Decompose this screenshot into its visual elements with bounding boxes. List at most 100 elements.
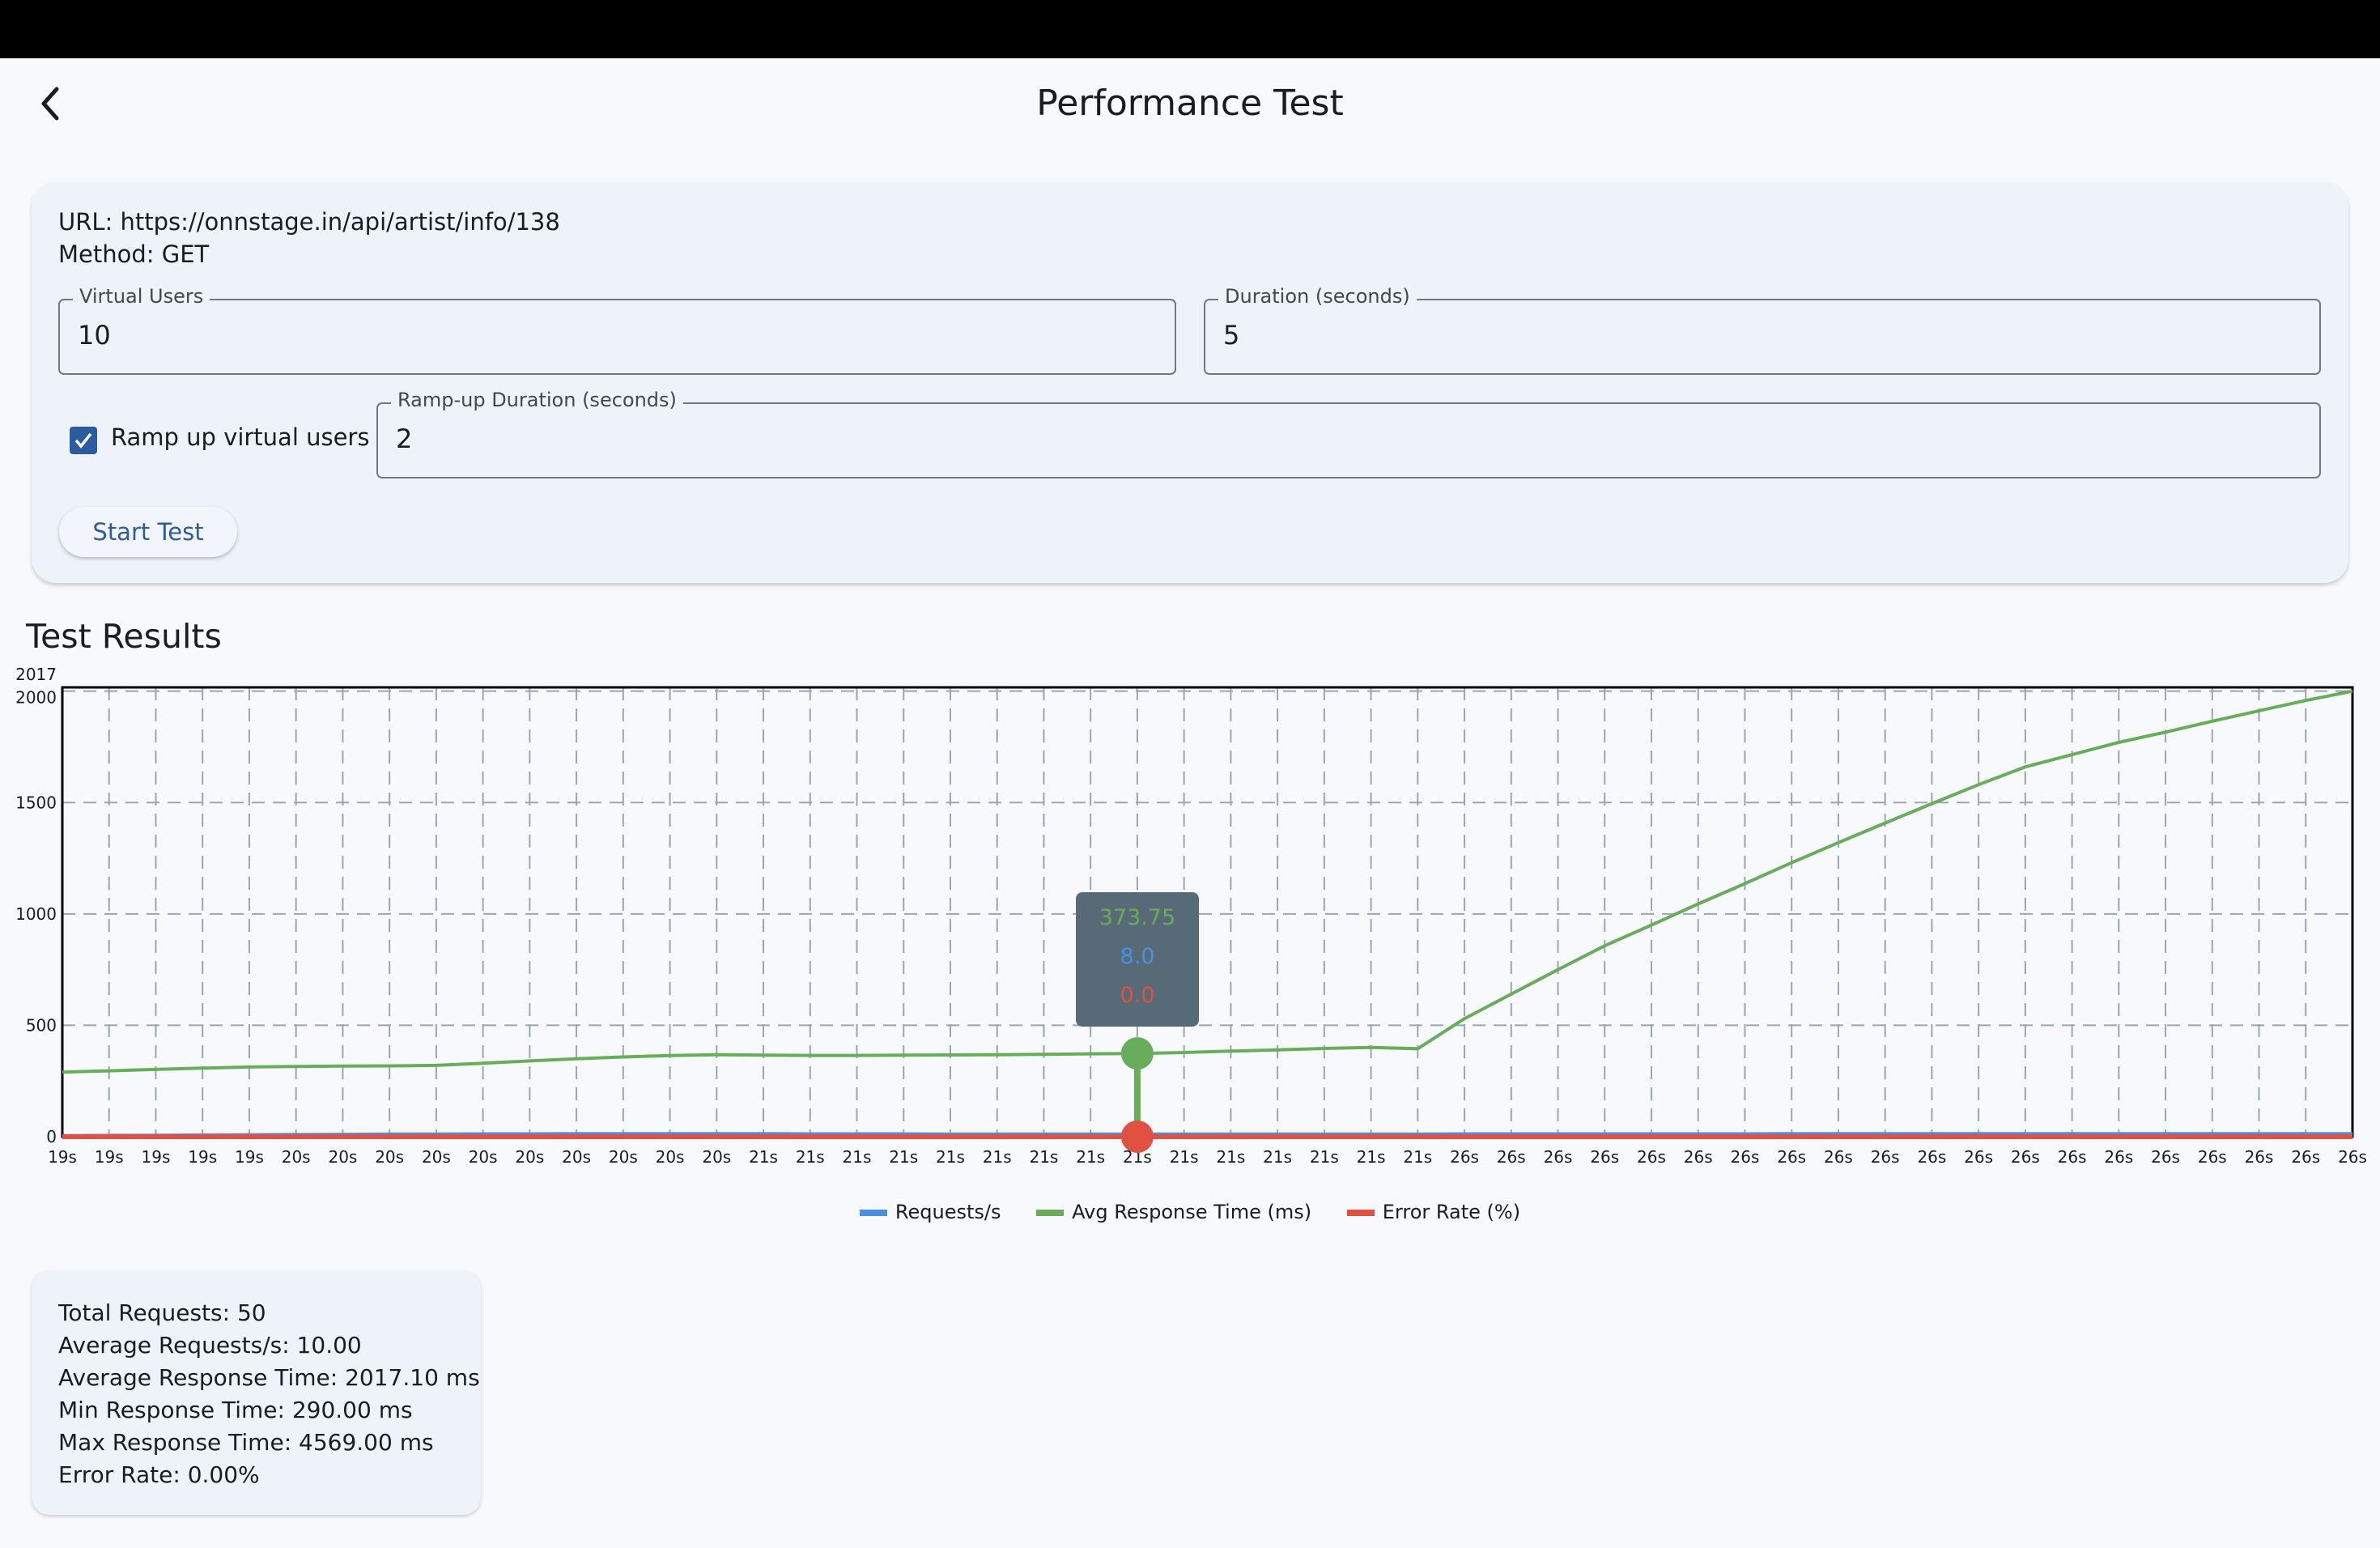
x-tick-label: 26s <box>1637 1147 1666 1167</box>
x-tick-label: 20s <box>515 1147 544 1167</box>
method-text: Method: GET <box>58 240 210 268</box>
x-tick-label: 26s <box>1497 1147 1526 1167</box>
x-tick-label: 26s <box>2338 1147 2367 1167</box>
x-tick-label: 26s <box>2151 1147 2180 1167</box>
x-tick-label: 20s <box>328 1147 357 1167</box>
x-tick-label: 26s <box>1544 1147 1573 1167</box>
stat-avg-requests: Average Requests/s: 10.00 <box>58 1332 362 1359</box>
ramp-up-duration-field[interactable]: Ramp-up Duration (seconds) 2 <box>376 389 2321 478</box>
x-tick-label: 26s <box>2245 1147 2274 1167</box>
legend-swatch <box>1036 1210 1065 1216</box>
x-tick-label: 26s <box>1824 1147 1853 1167</box>
url-text: URL: https://onnstage.in/api/artist/info… <box>58 208 560 236</box>
legend-label: Requests/s <box>895 1201 1001 1223</box>
results-chart: 0 500 1000 1500 2000 2017 19s 19s 19s 19s 19s 20s 20… <box>15 665 2367 1167</box>
virtual-users-field[interactable]: Virtual Users 10 <box>58 285 1176 375</box>
y-tick-label: 500 <box>26 1015 57 1035</box>
x-tick-label: 21s <box>1310 1147 1339 1167</box>
x-tick-label: 26s <box>1964 1147 1993 1167</box>
x-tick-label: 21s <box>1170 1147 1199 1167</box>
x-tick-label: 21s <box>1263 1147 1292 1167</box>
x-tick-label: 20s <box>702 1147 731 1167</box>
tooltip-error-rate: 0.0 <box>1120 983 1155 1008</box>
x-tick-label: 26s <box>2291 1147 2320 1167</box>
x-tick-label: 21s <box>1357 1147 1386 1167</box>
x-tick-label: 20s <box>469 1147 498 1167</box>
x-tick-label: 26s <box>1777 1147 1806 1167</box>
x-tick-label: 26s <box>2011 1147 2040 1167</box>
legend-label: Error Rate (%) <box>1382 1201 1521 1223</box>
results-heading: Test Results <box>26 617 222 656</box>
x-tick-label: 19s <box>48 1147 77 1167</box>
page-title: Performance Test <box>1036 83 1344 124</box>
x-tick-label: 20s <box>609 1147 638 1167</box>
summary-stats-card: Total Requests: 50 Average Requests/s: 1… <box>32 1270 481 1515</box>
ramp-up-checkbox-label[interactable]: Ramp up virtual users <box>111 423 370 451</box>
x-tick-label: 21s <box>1029 1147 1058 1167</box>
x-tick-label: 26s <box>2058 1147 2087 1167</box>
chart-tooltip: 373.75 8.0 0.0 <box>1076 892 1199 1027</box>
hover-point-response-time <box>1120 1037 1154 1070</box>
x-tick-label: 19s <box>95 1147 124 1167</box>
x-tick-label: 19s <box>142 1147 171 1167</box>
stat-min-response: Min Response Time: 290.00 ms <box>58 1397 413 1423</box>
x-tick-label: 21s <box>796 1147 825 1167</box>
x-tick-label: 26s <box>1590 1147 1619 1167</box>
ramp-up-duration-value: 2 <box>396 423 413 454</box>
x-tick-label: 26s <box>1871 1147 1900 1167</box>
duration-field[interactable]: Duration (seconds) 5 <box>1204 285 2321 375</box>
x-tick-label: 21s <box>889 1147 918 1167</box>
x-tick-label: 21s <box>1403 1147 1432 1167</box>
y-tick-label: 1000 <box>15 904 57 924</box>
legend-label: Avg Response Time (ms) <box>1072 1201 1312 1223</box>
ramp-up-checkbox[interactable] <box>70 427 97 454</box>
hover-point-error-rate <box>1120 1121 1154 1153</box>
x-tick-label: 26s <box>1684 1147 1713 1167</box>
checkmark-icon <box>74 432 92 449</box>
x-tick-label: 21s <box>936 1147 965 1167</box>
chevron-left-icon <box>41 87 59 121</box>
x-tick-label: 21s <box>749 1147 778 1167</box>
stat-error-rate: Error Rate: 0.00% <box>58 1461 260 1488</box>
y-tick-label: 2017 <box>15 665 57 684</box>
tooltip-response-time: 373.75 <box>1099 905 1176 930</box>
stat-avg-response: Average Response Time: 2017.10 ms <box>58 1364 480 1391</box>
x-tick-label: 20s <box>282 1147 311 1167</box>
virtual-users-value: 10 <box>78 320 111 351</box>
legend-swatch <box>859 1210 887 1216</box>
x-tick-label: 21s <box>1076 1147 1105 1167</box>
chart-legend: Requests/s Avg Response Time (ms) Error … <box>0 1201 2380 1223</box>
legend-response-time[interactable]: Avg Response Time (ms) <box>1036 1201 1311 1223</box>
virtual-users-label: Virtual Users <box>73 285 210 308</box>
legend-requests[interactable]: Requests/s <box>859 1201 1001 1223</box>
x-tick-label: 26s <box>1450 1147 1479 1167</box>
legend-error-rate[interactable]: Error Rate (%) <box>1346 1201 1521 1223</box>
y-tick-label: 2000 <box>15 688 57 708</box>
x-tick-label: 20s <box>562 1147 591 1167</box>
tooltip-requests: 8.0 <box>1120 944 1155 969</box>
stat-total-requests: Total Requests: 50 <box>58 1299 266 1326</box>
stat-max-response: Max Response Time: 4569.00 ms <box>58 1429 434 1456</box>
ramp-up-duration-label: Ramp-up Duration (seconds) <box>391 389 683 411</box>
plot-frame <box>61 686 2354 1138</box>
x-tick-label: 26s <box>1917 1147 1946 1167</box>
duration-label: Duration (seconds) <box>1218 285 1417 308</box>
test-config-card <box>32 182 2348 583</box>
x-tick-label: 20s <box>375 1147 404 1167</box>
x-tick-label: 21s <box>983 1147 1012 1167</box>
x-tick-label: 26s <box>1731 1147 1760 1167</box>
x-tick-label: 26s <box>2104 1147 2133 1167</box>
back-button[interactable] <box>29 79 78 128</box>
x-tick-label: 20s <box>656 1147 685 1167</box>
duration-value: 5 <box>1223 320 1240 351</box>
x-tick-label: 19s <box>188 1147 217 1167</box>
top-bar <box>0 0 2380 58</box>
x-tick-label: 21s <box>843 1147 872 1167</box>
y-tick-label: 0 <box>46 1127 57 1146</box>
x-tick-label: 19s <box>235 1147 264 1167</box>
start-test-button[interactable]: Start Test <box>59 507 237 557</box>
legend-swatch <box>1346 1210 1375 1216</box>
x-tick-label: 20s <box>422 1147 451 1167</box>
x-tick-label: 26s <box>2198 1147 2227 1167</box>
x-tick-label: 21s <box>1216 1147 1245 1167</box>
